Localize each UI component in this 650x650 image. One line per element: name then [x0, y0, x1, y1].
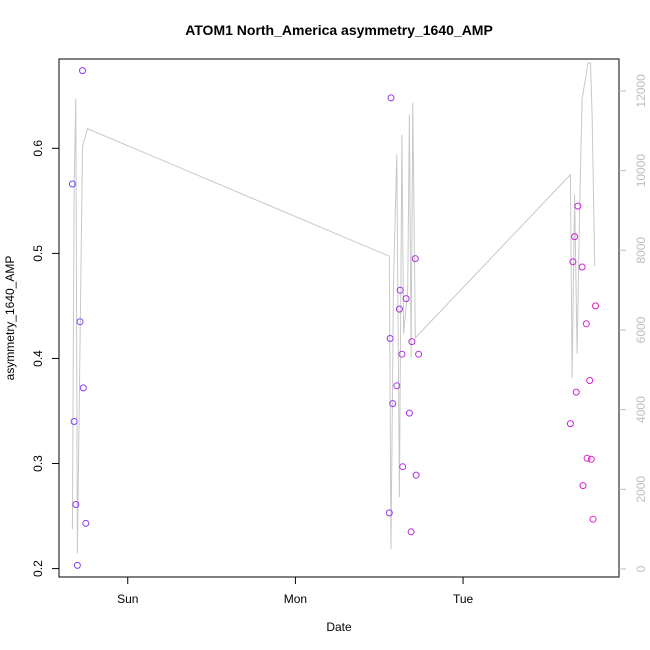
y2-tick-label: 6000: [634, 316, 648, 343]
data-point: [574, 202, 582, 210]
data-point: [70, 418, 78, 425]
y-tick-label: 0.2: [31, 560, 45, 577]
data-point: [579, 482, 587, 490]
data-point: [578, 263, 586, 271]
data-point: [68, 180, 76, 188]
series-line-group: [71, 62, 596, 554]
data-point: [405, 409, 413, 417]
data-point: [407, 528, 415, 536]
y-axis-label: asymmetry_1640_AMP: [3, 256, 17, 381]
data-point: [72, 501, 80, 508]
data-point: [82, 519, 90, 527]
data-point: [385, 509, 393, 517]
y2-tick-label: 10000: [634, 154, 648, 188]
data-point: [398, 350, 406, 358]
data-point: [415, 350, 423, 358]
y-tick-label: 0.5: [31, 245, 45, 262]
point-group: [68, 67, 599, 569]
y2-tick-label: 4000: [634, 396, 648, 423]
data-point: [402, 295, 410, 303]
y2-tick-label: 0: [634, 565, 648, 572]
series-line: [71, 62, 596, 554]
data-point: [395, 305, 403, 313]
plot-frame: [58, 58, 620, 578]
data-point: [572, 388, 580, 396]
data-point: [571, 233, 579, 241]
y-tick-label: 0.3: [31, 455, 45, 472]
data-point: [582, 320, 590, 328]
data-point: [408, 338, 416, 346]
data-point: [396, 286, 404, 294]
data-point: [589, 515, 597, 523]
x-tick-label: Mon: [284, 592, 307, 606]
y-tick-label: 0.6: [31, 140, 45, 157]
data-point: [79, 67, 86, 75]
y2-axis: 0 2000 4000 6000 8000 10000 12000: [619, 74, 648, 572]
data-point: [387, 94, 395, 102]
data-point: [79, 384, 87, 392]
y-tick-label: 0.4: [31, 350, 45, 367]
data-point: [389, 400, 397, 408]
x-axis: Sun Mon Tue: [117, 577, 474, 606]
y2-tick-label: 2000: [634, 476, 648, 503]
data-point: [586, 377, 594, 384]
data-point: [386, 335, 394, 342]
data-point: [76, 318, 84, 326]
data-point: [412, 471, 420, 479]
data-point: [566, 420, 574, 428]
y-axis: 0.2 0.3 0.4 0.5 0.6: [31, 140, 59, 577]
x-axis-label: Date: [326, 620, 352, 634]
x-tick-label: Tue: [453, 592, 474, 606]
chart-title: ATOM1 North_America asymmetry_1640_AMP: [185, 22, 493, 38]
data-point: [399, 463, 407, 471]
data-point: [587, 455, 595, 463]
data-point: [592, 302, 599, 310]
data-point: [583, 454, 591, 462]
data-point: [411, 255, 419, 263]
data-point: [569, 258, 577, 266]
data-point: [73, 561, 81, 569]
y2-tick-label: 12000: [634, 74, 648, 108]
data-point: [393, 382, 401, 390]
y2-tick-label: 8000: [634, 237, 648, 264]
x-tick-label: Sun: [117, 592, 138, 606]
